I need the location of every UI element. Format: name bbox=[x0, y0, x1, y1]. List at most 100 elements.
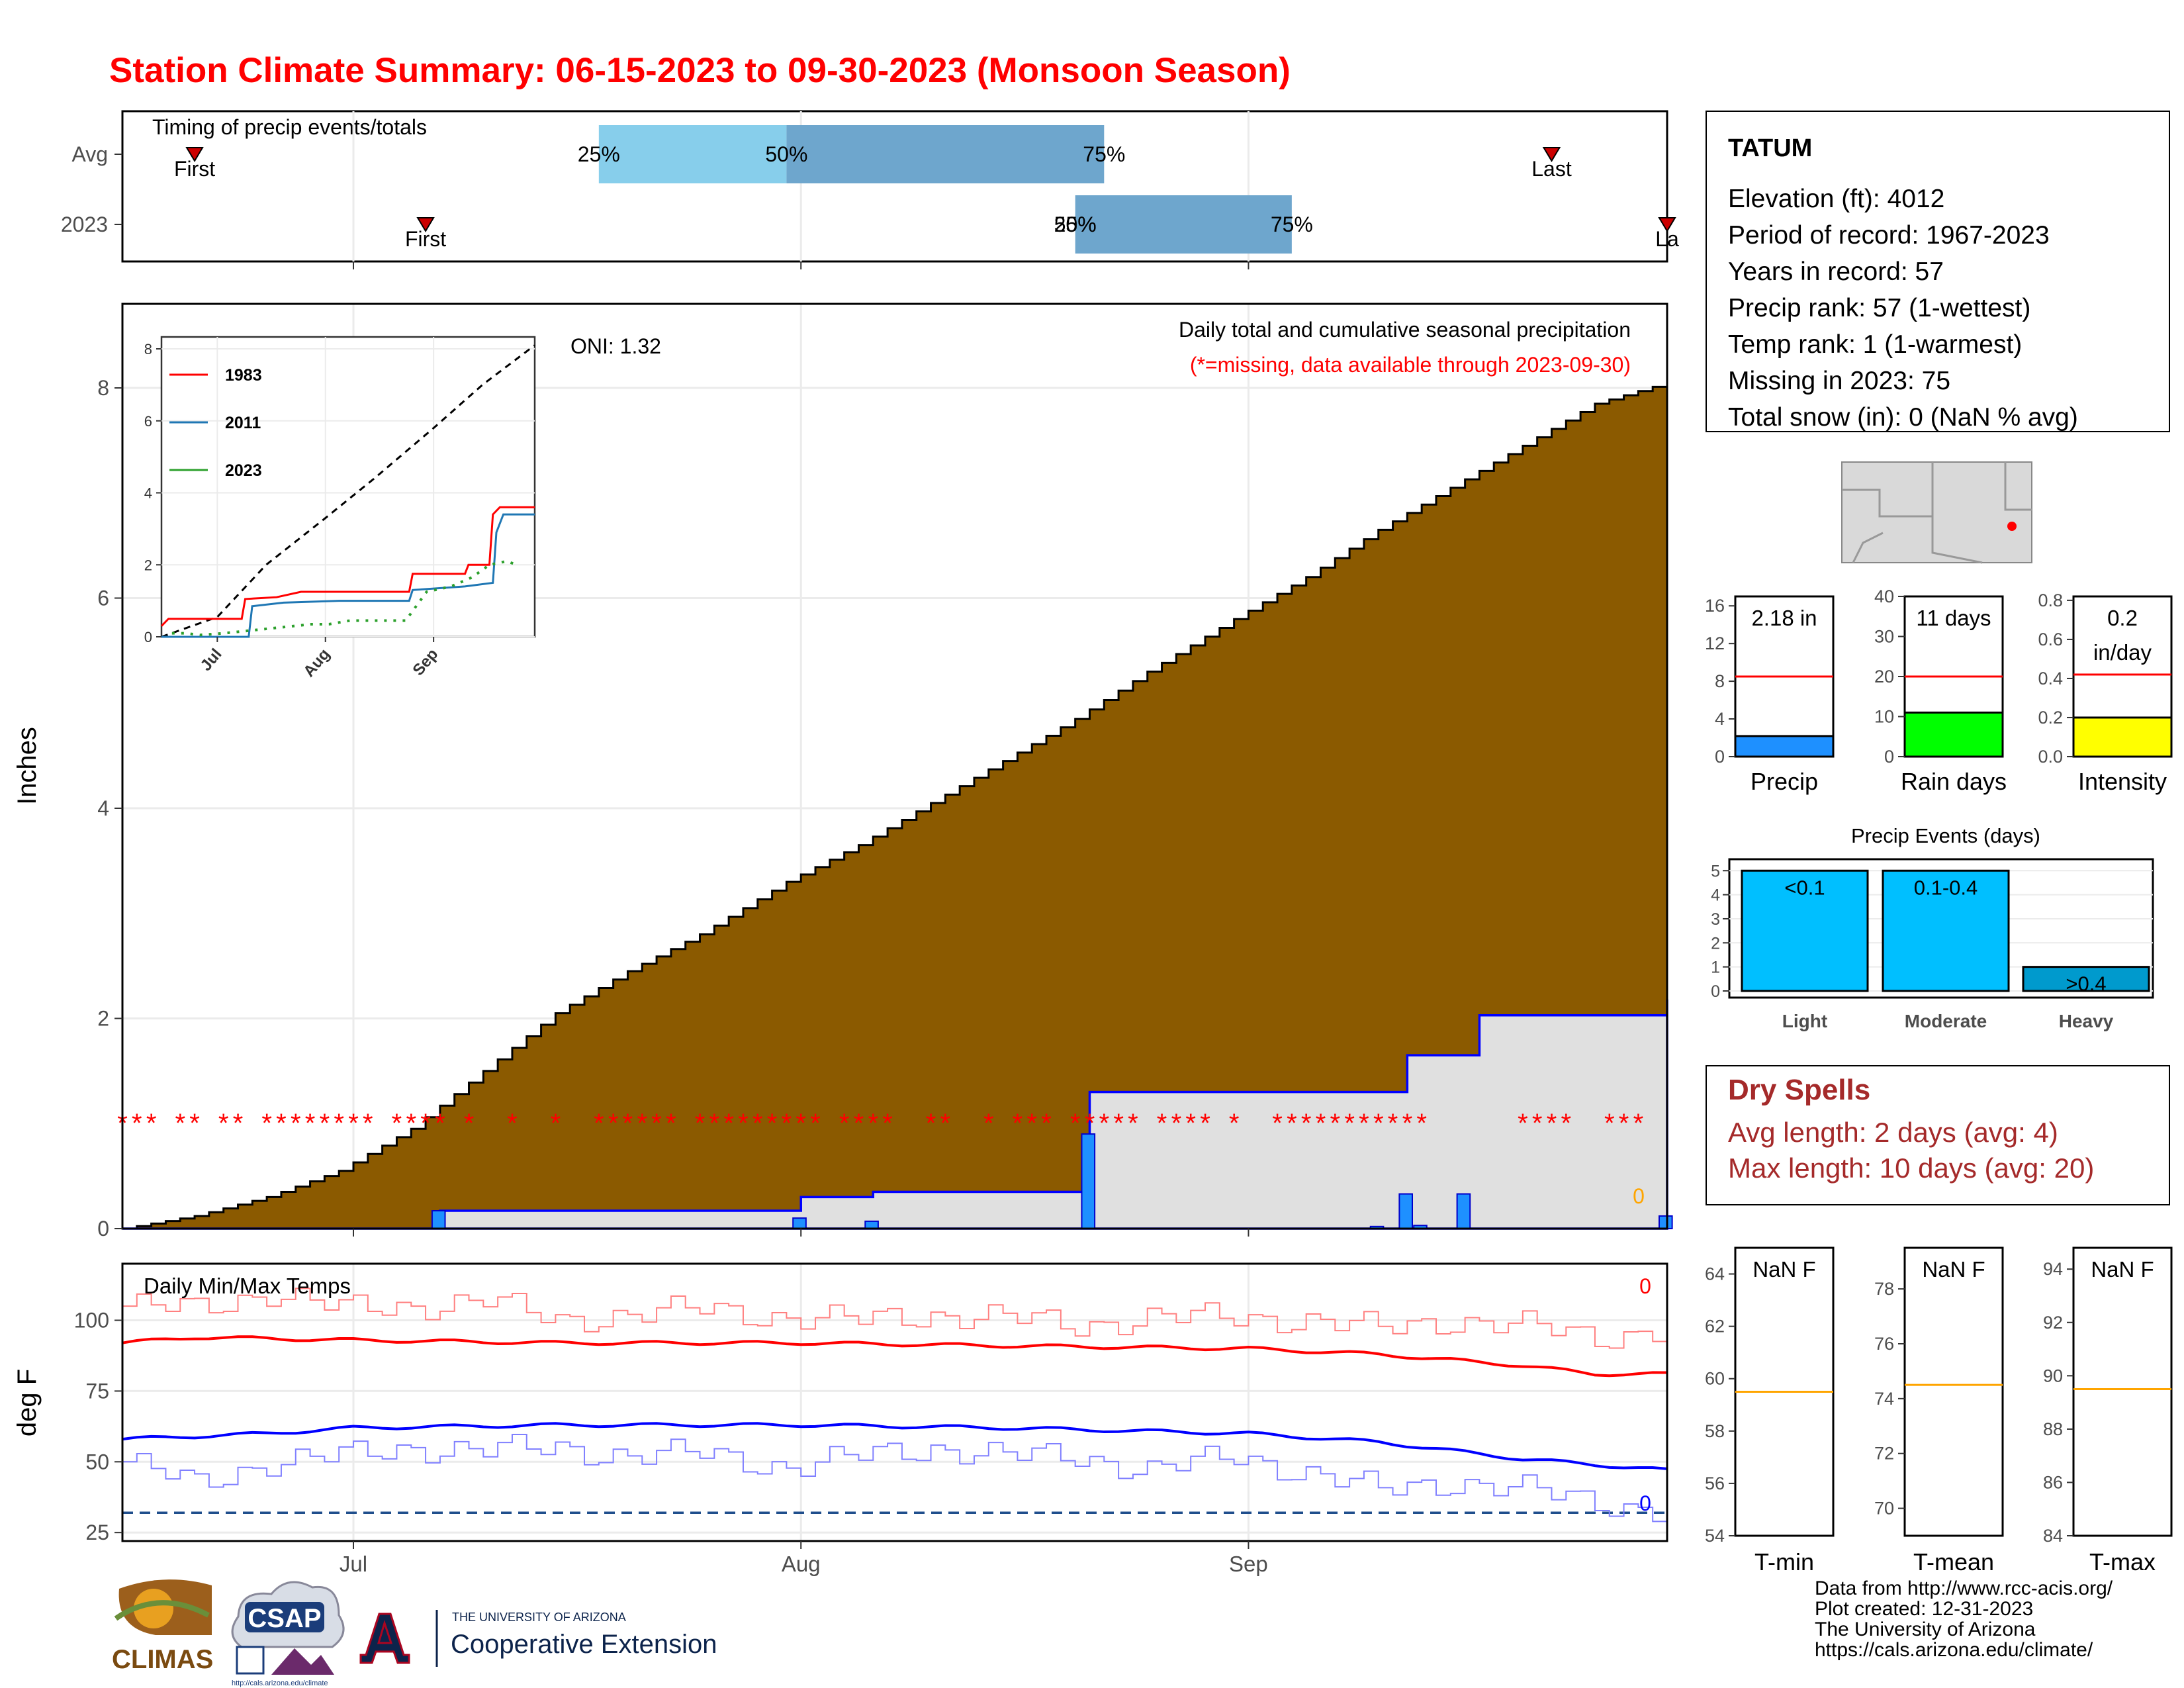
average-cumulative-area bbox=[122, 383, 1668, 1230]
logos: CLIMAS CSAP http://cals.arizona.edu/clim… bbox=[112, 1579, 717, 1687]
timing-last-label-0: Last bbox=[1531, 157, 1572, 181]
temperature-panel-label: Daily Min/Max Temps bbox=[144, 1274, 351, 1298]
timing-first-marker-1 bbox=[416, 217, 435, 232]
missing-day-marker: * bbox=[839, 1109, 850, 1138]
timing-row-label-1: 2023 bbox=[61, 212, 108, 236]
precip-panel-frame bbox=[121, 303, 1668, 1230]
missing-day-marker: * bbox=[666, 1109, 676, 1138]
temp-gauge-tick-label-2-3: 90 bbox=[2043, 1366, 2063, 1385]
inset-y-tick-label-4: 8 bbox=[144, 341, 152, 357]
credit-data-source: Data from http://www.rcc-acis.org/ bbox=[1815, 1577, 2113, 1599]
missing-day-marker: * bbox=[1041, 1109, 1052, 1138]
timing-last-label-1: La bbox=[1655, 227, 1679, 251]
missing-day-marker: * bbox=[392, 1109, 402, 1138]
gauge-label-1: Rain days bbox=[1901, 768, 2007, 795]
timing-panel-label: Timing of precip events/totals bbox=[152, 115, 427, 139]
inset-y-tick-label-3: 6 bbox=[144, 413, 152, 430]
map-state-border bbox=[1842, 462, 1934, 518]
timing-p25-label-0: 25% bbox=[578, 142, 620, 166]
precip-annotation: Daily total and cumulative seasonal prec… bbox=[1179, 318, 1631, 342]
gauge-tick-label-1-3: 30 bbox=[1874, 627, 1894, 647]
missing-day-marker: * bbox=[218, 1109, 229, 1138]
missing-note: (*=missing, data available through 2023-… bbox=[1190, 353, 1631, 377]
temp-line-normal-max bbox=[122, 1335, 1668, 1378]
missing-day-marker: * bbox=[709, 1109, 720, 1138]
oni-label: ONI: 1.32 bbox=[570, 334, 661, 358]
missing-day-marker: * bbox=[1128, 1109, 1138, 1138]
gauge-tick-label-2-3: 0.6 bbox=[2038, 630, 2063, 649]
temperature-panel-frame bbox=[121, 1262, 1668, 1542]
missing-day-marker: * bbox=[1330, 1109, 1341, 1138]
missing-day-marker: * bbox=[435, 1109, 445, 1138]
temp-gauge-tick-label-0-0: 54 bbox=[1705, 1526, 1725, 1546]
summary-gauges: 2.18 in Precip 0 4 8 12 16 11 days Rain days 0 10 2… bbox=[1705, 586, 2173, 795]
missing-day-marker: * bbox=[1026, 1109, 1037, 1138]
temp-gauge-tick-label-2-2: 88 bbox=[2043, 1419, 2063, 1439]
temp-gauge-tick-label-0-3: 60 bbox=[1705, 1369, 1725, 1389]
timing-p75-label-0: 75% bbox=[1083, 142, 1125, 166]
cumulative-2023-area bbox=[122, 999, 1668, 1230]
temp-gauge-value-2: NaN F bbox=[2091, 1257, 2154, 1282]
precip-y-tick-label-2: 4 bbox=[97, 796, 109, 820]
missing-day-marker: * bbox=[854, 1109, 864, 1138]
events-bar-1 bbox=[1882, 869, 2010, 992]
gauge-tick-label-1-4: 40 bbox=[1874, 586, 1894, 606]
missing-day-marker: * bbox=[1229, 1109, 1240, 1138]
station-info-line-5: Missing in 2023: 75 bbox=[1728, 367, 1950, 395]
missing-day-marker: * bbox=[940, 1109, 951, 1138]
missing-day-marker: * bbox=[1388, 1109, 1398, 1138]
station-info-line-2: Years in record: 57 bbox=[1728, 258, 1944, 286]
missing-day-marker: * bbox=[1532, 1109, 1543, 1138]
missing-day-marker: * bbox=[1547, 1109, 1557, 1138]
gauge-tick-label-1-0: 0 bbox=[1884, 747, 1894, 767]
station-info-line-1: Period of record: 1967-2023 bbox=[1728, 221, 2050, 250]
temp-line-daily-min bbox=[122, 1433, 1668, 1523]
timing-last-marker-0 bbox=[1542, 147, 1561, 162]
missing-day-marker: * bbox=[334, 1109, 344, 1138]
location-map bbox=[1841, 461, 2032, 564]
missing-day-marker: * bbox=[1287, 1109, 1297, 1138]
daily-precip-bar-5 bbox=[1398, 1193, 1413, 1230]
csap-mountain bbox=[271, 1648, 334, 1675]
missing-day-marker: * bbox=[782, 1109, 792, 1138]
map-coast bbox=[1852, 532, 1884, 563]
precip-y-tick-label-1: 2 bbox=[97, 1007, 109, 1031]
temp-y-tick-label-1: 50 bbox=[85, 1450, 109, 1474]
temp-x-tick-label-2: Sep bbox=[1229, 1552, 1268, 1576]
station-info-box: TATUM Elevation (ft): 4012 Period of reco… bbox=[1706, 111, 2170, 432]
missing-day-marker: * bbox=[1301, 1109, 1312, 1138]
csap-bars bbox=[236, 1646, 265, 1675]
map-state-border-3 bbox=[2004, 462, 2032, 511]
gauge-tick-label-0-3: 12 bbox=[1705, 633, 1725, 653]
station-info-line-3: Precip rank: 57 (1-wettest) bbox=[1728, 294, 2030, 322]
dry-spells-title: Dry Spells bbox=[1728, 1074, 1870, 1106]
station-info-frame bbox=[1706, 111, 2170, 432]
missing-day-marker: * bbox=[1157, 1109, 1167, 1138]
temp-gauge-tick-label-1-1: 72 bbox=[1874, 1444, 1894, 1464]
gauge-value-unit-2: in/day bbox=[2093, 640, 2152, 665]
events-y-tick-label-1: 1 bbox=[1711, 959, 1720, 977]
missing-day-marker: * bbox=[1359, 1109, 1369, 1138]
temperature-y-axis-label: deg F bbox=[13, 1369, 42, 1436]
temperature-min-zero-label: 0 bbox=[1639, 1491, 1651, 1515]
temp-line-normal-min bbox=[122, 1422, 1668, 1470]
missing-day-marker: * bbox=[1416, 1109, 1427, 1138]
missing-day-marker: * bbox=[175, 1109, 185, 1138]
timing-bar-50-75-1 bbox=[1075, 195, 1292, 254]
missing-day-marker: * bbox=[1200, 1109, 1210, 1138]
gauge-tick-label-2-2: 0.4 bbox=[2038, 669, 2063, 688]
temp-gauge-tick-label-0-5: 64 bbox=[1705, 1264, 1725, 1284]
gauge-value-1: 11 days bbox=[1916, 606, 1991, 630]
temp-gauge-frame-2 bbox=[2072, 1246, 2173, 1537]
temp-gauge-value-0: NaN F bbox=[1752, 1257, 1815, 1282]
temp-gauge-tick-label-1-0: 70 bbox=[1874, 1499, 1894, 1519]
missing-day-marker: * bbox=[1619, 1109, 1629, 1138]
events-y-tick-label-2: 2 bbox=[1711, 934, 1720, 953]
temp-line-daily-max bbox=[122, 1288, 1668, 1349]
timing-last-marker-1 bbox=[1658, 217, 1676, 232]
temp-x-tick-label-1: Aug bbox=[782, 1552, 821, 1576]
missing-day-marker: * bbox=[651, 1109, 662, 1138]
precip-events-chart: Precip Events (days) 0 1 2 3 4 5 <0.1 Light 0.1-… bbox=[1711, 824, 2154, 1031]
map-frame bbox=[1841, 461, 2032, 563]
